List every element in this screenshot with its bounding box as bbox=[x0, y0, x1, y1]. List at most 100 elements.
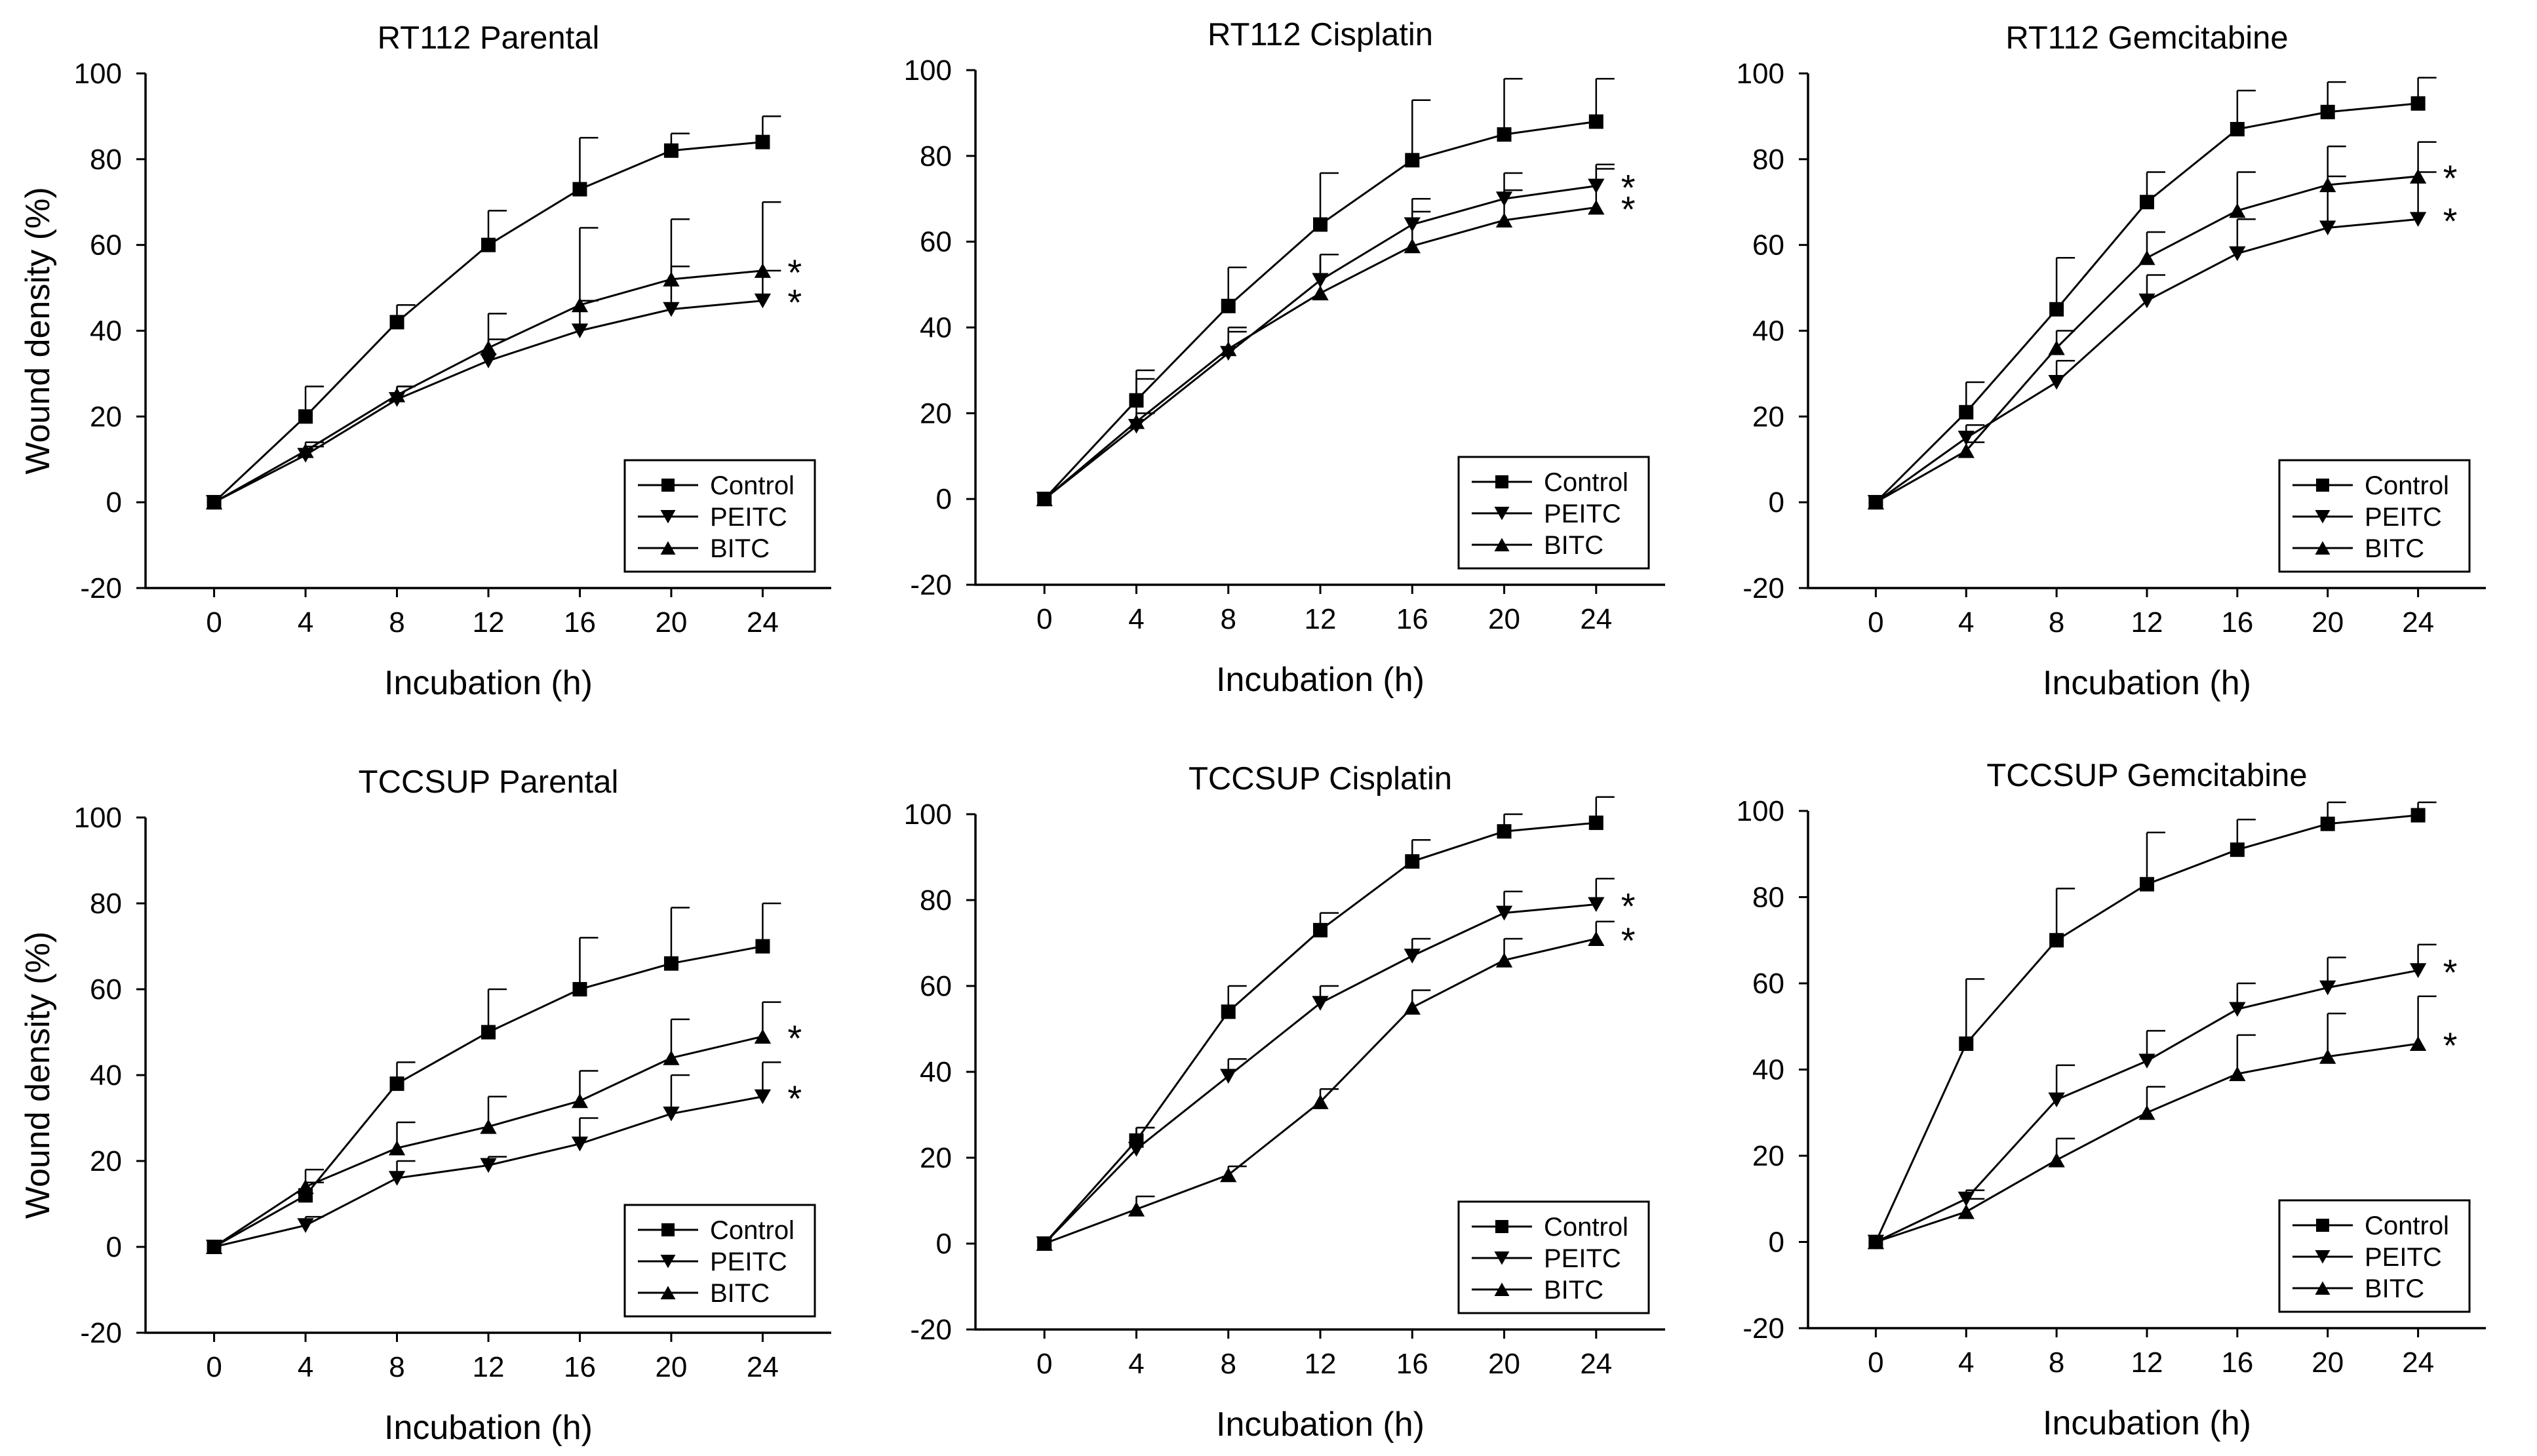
data-point bbox=[1588, 816, 1603, 831]
data-point bbox=[2048, 1152, 2065, 1168]
legend-label: BITC bbox=[710, 1279, 770, 1308]
legend-marker bbox=[2315, 541, 2330, 555]
data-point bbox=[1128, 1141, 1145, 1157]
data-point bbox=[2320, 104, 2335, 119]
y-tick-label: 100 bbox=[74, 58, 122, 90]
legend-marker bbox=[2315, 1250, 2330, 1264]
data-point bbox=[297, 1218, 314, 1233]
panel-rt112-cisplatin: RT112 Cisplatin 0 4 8 12 16 20 24 -20 0 20 40 60 80 10… bbox=[904, 17, 1665, 699]
x-tick-label: 8 bbox=[389, 1351, 404, 1383]
legend-label: BITC bbox=[1544, 1276, 1603, 1305]
data-point bbox=[663, 956, 678, 971]
legend-marker bbox=[1495, 475, 1508, 488]
data-point bbox=[2048, 340, 2065, 355]
data-point bbox=[1495, 953, 1513, 968]
legend-marker bbox=[2315, 510, 2330, 524]
y-tick-label: -20 bbox=[1742, 1312, 1784, 1345]
significance-star: * bbox=[787, 282, 802, 323]
legend-label: Control bbox=[1544, 1213, 1628, 1242]
data-point bbox=[2140, 195, 2154, 210]
legend-marker bbox=[1494, 507, 1510, 521]
x-tick-label: 20 bbox=[2311, 606, 2344, 639]
y-tick-label: 80 bbox=[920, 884, 952, 916]
series-peitc bbox=[1036, 878, 1615, 1251]
data-point bbox=[2410, 808, 2426, 823]
x-tick-label: 20 bbox=[1488, 1348, 1520, 1380]
significance-star: * bbox=[1621, 920, 1636, 961]
x-tick-label: 20 bbox=[655, 606, 687, 639]
x-axis-label: Incubation (h) bbox=[384, 1409, 593, 1447]
y-tick-label: 80 bbox=[1752, 144, 1784, 176]
data-point bbox=[1221, 1004, 1236, 1019]
series-bitc bbox=[1867, 141, 2437, 510]
data-point bbox=[1495, 212, 1513, 227]
x-axis-label: Incubation (h) bbox=[2043, 1404, 2251, 1442]
legend-label: PEITC bbox=[710, 503, 787, 532]
y-tick-label: 60 bbox=[1752, 229, 1784, 262]
y-tick-label: 100 bbox=[904, 54, 952, 87]
data-point bbox=[755, 939, 770, 954]
data-point bbox=[663, 1050, 680, 1065]
series-line bbox=[1875, 175, 2418, 503]
data-point bbox=[1495, 905, 1513, 921]
series-control bbox=[1868, 77, 2437, 510]
y-tick-label: 20 bbox=[1752, 1140, 1784, 1172]
data-point bbox=[755, 134, 770, 149]
x-tick-label: 16 bbox=[2221, 606, 2253, 639]
y-tick-label: 40 bbox=[1752, 1054, 1784, 1086]
data-point bbox=[205, 1239, 223, 1254]
y-tick-label: 60 bbox=[90, 974, 122, 1006]
data-point bbox=[389, 315, 404, 330]
data-point bbox=[2409, 212, 2427, 227]
x-tick-label: 4 bbox=[1128, 603, 1144, 635]
x-tick-label: 24 bbox=[1580, 1348, 1612, 1380]
data-point bbox=[2230, 842, 2245, 857]
y-tick-label: 0 bbox=[936, 483, 952, 515]
data-point bbox=[1957, 1204, 1975, 1219]
significance-star: * bbox=[787, 1078, 802, 1119]
series-line bbox=[1044, 185, 1597, 500]
x-tick-label: 8 bbox=[2049, 606, 2064, 639]
legend-label: PEITC bbox=[710, 1248, 787, 1276]
data-point bbox=[2409, 1036, 2427, 1052]
significance-star: * bbox=[1621, 886, 1636, 927]
y-tick-label: 0 bbox=[1769, 1227, 1784, 1259]
data-point bbox=[1588, 114, 1603, 129]
legend-marker bbox=[2315, 1281, 2330, 1295]
x-tick-label: 24 bbox=[1580, 603, 1612, 635]
x-tick-label: 20 bbox=[2311, 1347, 2344, 1379]
data-point bbox=[1312, 285, 1329, 301]
data-point bbox=[572, 982, 587, 996]
data-point bbox=[388, 387, 406, 403]
data-point bbox=[1957, 431, 1975, 446]
chart-title: RT112 Cisplatin bbox=[1208, 17, 1433, 52]
data-point bbox=[1220, 1069, 1237, 1084]
data-point bbox=[2319, 177, 2336, 193]
legend-marker bbox=[1494, 538, 1510, 551]
x-tick-label: 24 bbox=[2402, 606, 2434, 639]
data-point bbox=[2048, 375, 2065, 390]
data-point bbox=[2319, 1049, 2336, 1064]
y-tick-label: 20 bbox=[90, 401, 122, 433]
x-tick-label: 20 bbox=[655, 1351, 687, 1383]
data-point bbox=[1404, 238, 1421, 254]
data-point bbox=[2048, 1092, 2065, 1108]
panel-tccsup-gemcitabine: TCCSUP Gemcitabine 0 4 8 12 16 20 24 -20 0 20 40 60 8… bbox=[1737, 758, 2486, 1442]
data-point bbox=[2138, 1053, 2155, 1069]
data-point bbox=[297, 1179, 314, 1194]
significance-star: * bbox=[2443, 1025, 2458, 1066]
panel-rt112-gemcitabine: RT112 Gemcitabine 0 4 8 12 16 20 24 -20 0 20 40 60 80… bbox=[1737, 20, 2486, 702]
data-point bbox=[571, 1093, 589, 1109]
series-line bbox=[1044, 206, 1597, 500]
series-bitc bbox=[1036, 168, 1615, 507]
panel-rt112-parental: RT112 Parental 0 4 8 12 16 20 24 -20 0 20 40 60 80 100… bbox=[19, 20, 831, 702]
significance-star: * bbox=[2443, 157, 2458, 199]
data-point bbox=[1588, 199, 1605, 215]
series-bitc bbox=[1867, 995, 2437, 1249]
series-control bbox=[206, 902, 781, 1254]
data-point bbox=[663, 143, 678, 158]
y-tick-label: 20 bbox=[1752, 401, 1784, 433]
data-point bbox=[1405, 153, 1420, 168]
